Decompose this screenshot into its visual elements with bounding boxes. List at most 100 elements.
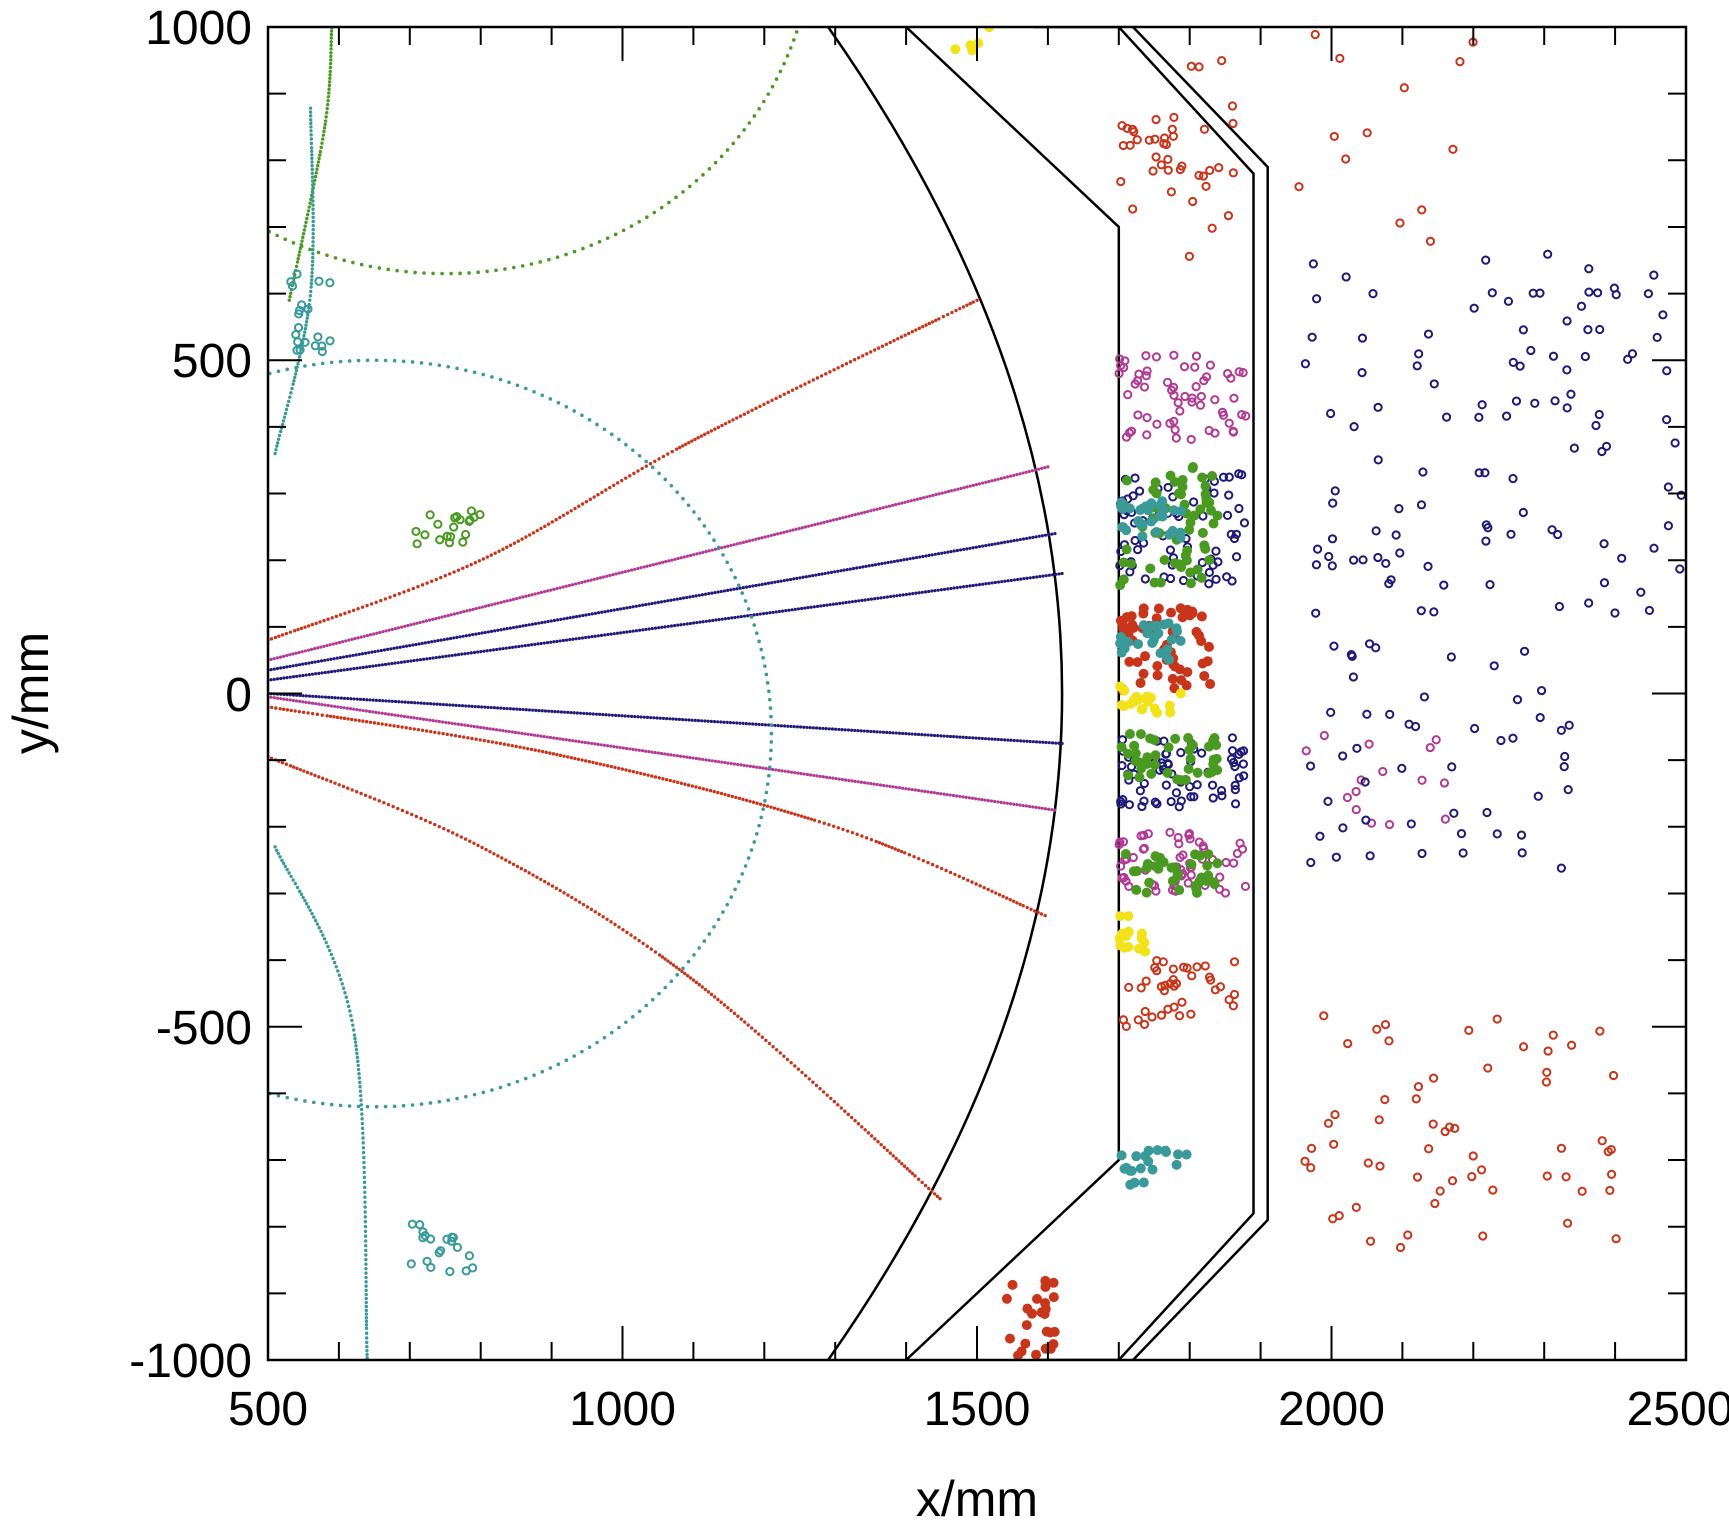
hit-marker xyxy=(1124,503,1135,514)
track-dot xyxy=(907,732,911,736)
track-dot xyxy=(619,478,624,483)
track-dot xyxy=(999,800,1003,804)
track-dot xyxy=(356,607,360,611)
track-dot xyxy=(347,638,351,642)
track-dot xyxy=(364,1288,368,1293)
track-dot xyxy=(779,531,783,535)
hit-marker xyxy=(1198,841,1208,851)
track-dot xyxy=(139,1033,143,1037)
track-dot xyxy=(974,483,979,487)
track-dot xyxy=(720,546,724,550)
track-dot xyxy=(686,503,691,508)
track-dot xyxy=(324,115,328,119)
track-dot xyxy=(371,710,375,714)
track-dot xyxy=(308,110,313,114)
hit-marker xyxy=(1168,975,1178,985)
track-dot xyxy=(833,570,837,574)
track-dot xyxy=(502,627,506,631)
track-dot xyxy=(395,268,399,273)
track-dot xyxy=(949,586,953,591)
track-dot xyxy=(315,922,320,926)
hit-marker xyxy=(286,277,296,287)
track-dot xyxy=(618,745,622,750)
hit-marker xyxy=(1319,730,1329,741)
y-tick-label: -500 xyxy=(156,1002,252,1055)
track-dot xyxy=(955,586,959,590)
track-dot xyxy=(353,1040,358,1044)
hit-marker xyxy=(1151,613,1162,624)
track-dot xyxy=(867,564,871,568)
track-dot xyxy=(931,493,935,497)
track-dot xyxy=(22,907,26,911)
track-dot xyxy=(653,626,658,630)
track-dot xyxy=(766,400,770,405)
track-dot xyxy=(535,528,539,533)
track-dot xyxy=(693,437,697,442)
track-dot xyxy=(892,338,896,343)
hit-marker xyxy=(1371,526,1381,536)
track-dot xyxy=(584,613,588,617)
track-dot xyxy=(766,92,771,96)
track-dot xyxy=(623,714,627,718)
track-dot xyxy=(537,708,541,713)
track-dot xyxy=(702,939,707,943)
track-dot xyxy=(530,622,535,626)
track-dot xyxy=(222,202,226,206)
track-dot xyxy=(844,362,849,366)
track-dot xyxy=(61,963,65,967)
track-dot xyxy=(328,76,332,81)
track-dot xyxy=(157,144,161,148)
track-dot xyxy=(314,171,318,175)
track-dot xyxy=(437,363,442,368)
track-dot xyxy=(615,631,619,635)
track-dot xyxy=(726,544,730,548)
track-dot xyxy=(312,915,316,919)
track-dot xyxy=(328,65,333,70)
track-dot xyxy=(816,522,820,526)
track-dot xyxy=(603,633,607,637)
hit-marker xyxy=(1176,748,1186,758)
track-dot xyxy=(403,700,407,704)
track-dot xyxy=(510,730,514,734)
track-dot xyxy=(870,563,875,567)
track-dot xyxy=(862,781,867,785)
track-dot xyxy=(713,590,717,595)
track-dot xyxy=(468,608,472,612)
track-dot xyxy=(402,590,406,594)
track-dot xyxy=(900,501,904,505)
track-dot xyxy=(396,724,400,729)
hit-marker xyxy=(1224,995,1234,1005)
hit-marker xyxy=(1130,748,1141,759)
hit-marker xyxy=(1135,729,1146,740)
track-dot xyxy=(322,129,326,134)
track-dot xyxy=(688,621,693,626)
track-dot xyxy=(536,734,540,738)
track-dot xyxy=(1043,533,1048,537)
track-dot xyxy=(283,411,288,416)
track-dot xyxy=(912,498,916,502)
track-dot xyxy=(738,541,742,545)
track-dot xyxy=(339,716,343,720)
track-dot xyxy=(412,716,416,720)
track-dot xyxy=(6,876,10,880)
track-dot xyxy=(329,670,334,674)
track-dot xyxy=(759,815,764,820)
track-dot xyxy=(569,710,573,715)
track-dot xyxy=(592,495,596,499)
hit-marker xyxy=(1357,333,1368,343)
track-dot xyxy=(309,146,314,150)
track-dot xyxy=(356,358,361,363)
track-dot xyxy=(850,513,854,518)
track-dot xyxy=(562,754,566,758)
hit-marker xyxy=(1136,933,1147,944)
hit-marker xyxy=(1364,639,1375,649)
track-dot xyxy=(932,1192,937,1196)
track-dot xyxy=(410,360,415,364)
hit-marker xyxy=(1352,743,1362,753)
track-dot xyxy=(723,421,728,426)
track-dot xyxy=(97,1001,101,1005)
track-dot xyxy=(877,840,882,845)
hit-marker xyxy=(1118,795,1128,805)
track-dot xyxy=(304,662,308,666)
track-dot xyxy=(419,701,423,705)
